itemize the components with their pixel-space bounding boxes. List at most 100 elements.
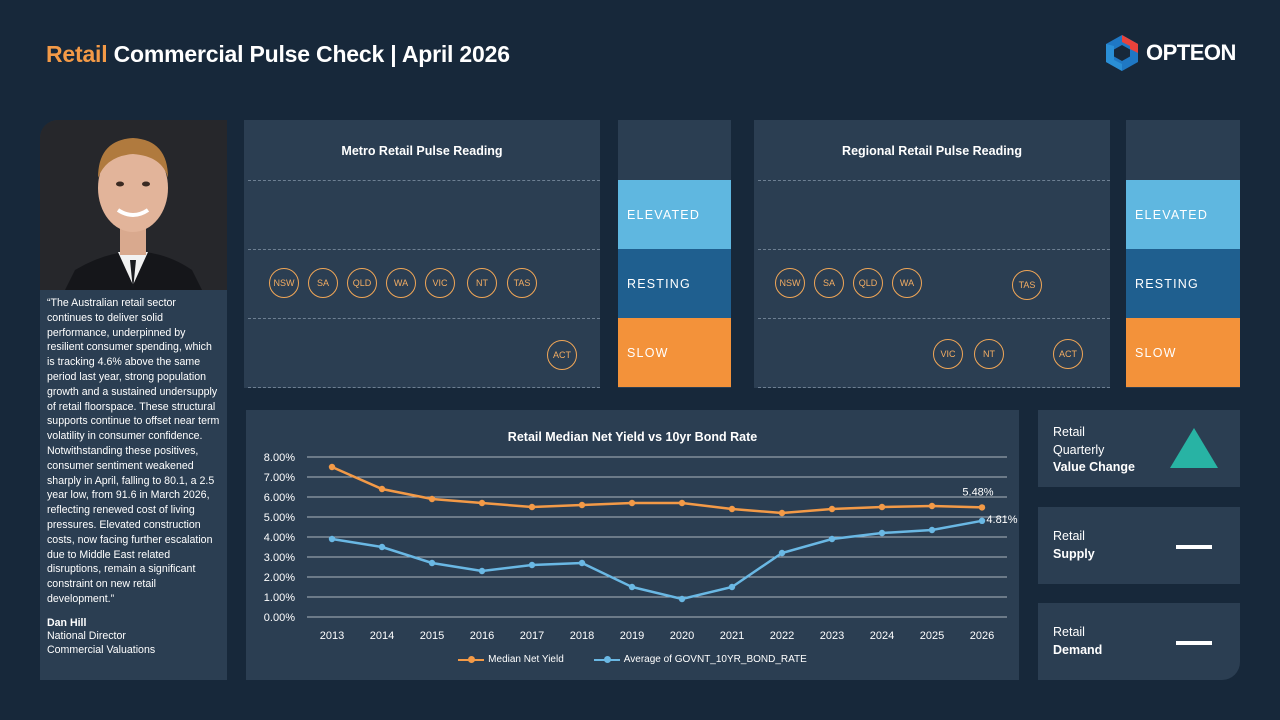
indicator-line: Quarterly <box>1053 442 1105 457</box>
y-tick-label: 1.00% <box>264 592 295 604</box>
legend-item: Median Net Yield <box>458 654 564 665</box>
x-tick-label: 2021 <box>720 630 744 642</box>
data-point <box>878 503 886 511</box>
opteon-hexagon-logo-icon <box>1106 35 1138 71</box>
x-tick-label: 2023 <box>820 630 844 642</box>
x-tick-label: 2016 <box>470 630 494 642</box>
divider <box>248 387 600 388</box>
state-badge-metro-sa: SA <box>308 268 338 298</box>
data-point <box>978 517 986 524</box>
state-badge-metro-vic: VIC <box>425 268 455 298</box>
indicator-line: Retail <box>1053 425 1085 439</box>
data-point <box>578 501 586 509</box>
state-badge-regional-tas: TAS <box>1012 270 1042 300</box>
state-badge-regional-nsw: NSW <box>775 268 805 298</box>
x-tick-label: 2026 <box>970 630 994 642</box>
regional-level-column: ELEVATED RESTING SLOW <box>1126 120 1240 388</box>
data-point <box>928 502 936 510</box>
level-elevated: ELEVATED <box>618 180 731 249</box>
author-name: Dan Hill <box>47 616 87 629</box>
divider <box>248 249 600 250</box>
author-block: Dan Hill National Director Commercial Va… <box>40 607 227 658</box>
divider <box>248 180 600 181</box>
data-point <box>528 561 536 569</box>
legend-label: Median Net Yield <box>488 654 564 665</box>
x-tick-label: 2018 <box>570 630 594 642</box>
state-badge-metro-nsw: NSW <box>269 268 299 298</box>
yield-chart: 0.00% 1.00% 2.00% 3.00% 4.00% 5.00% 6.00% 7.00%… <box>264 452 1018 642</box>
chart-title: Retail Median Net Yield vs 10yr Bond Rat… <box>507 430 758 444</box>
data-point <box>828 505 836 513</box>
y-tick-label: 8.00% <box>264 452 295 464</box>
divider <box>248 318 600 319</box>
y-tick-label: 0.00% <box>264 612 295 624</box>
regional-card-title: Regional Retail Pulse Reading <box>842 144 1022 158</box>
data-point <box>628 583 636 591</box>
x-tick-label: 2019 <box>620 630 644 642</box>
indicator-label: Retail Demand <box>1053 624 1102 659</box>
indicator-demand: Retail Demand <box>1038 603 1240 680</box>
x-tick-label: 2025 <box>920 630 944 642</box>
data-point <box>778 509 786 517</box>
metro-pulse-card: Metro Retail Pulse Reading NSW SA QLD WA… <box>244 120 600 388</box>
x-tick-label: 2022 <box>770 630 794 642</box>
author-role: National Director <box>47 630 126 643</box>
chart-legend: Median Net Yield Average of GOVNT_10YR_B… <box>246 654 1019 665</box>
x-tick-label: 2017 <box>520 630 544 642</box>
y-tick-label: 4.00% <box>264 532 295 544</box>
state-badge-regional-wa: WA <box>892 268 922 298</box>
data-point <box>828 535 836 543</box>
indicator-value-change: Retail Quarterly Value Change <box>1038 410 1240 487</box>
x-tick-label: 2024 <box>870 630 894 642</box>
divider <box>758 249 1110 250</box>
data-point <box>328 535 336 543</box>
series-line-1 <box>331 519 983 601</box>
divider <box>758 318 1110 319</box>
author-dept: Commercial Valuations <box>47 643 156 656</box>
state-badge-metro-tas: TAS <box>507 268 537 298</box>
state-badge-regional-act: ACT <box>1053 339 1083 369</box>
logo-text: OPTEON <box>1146 40 1236 65</box>
data-point <box>978 504 986 511</box>
level-elevated: ELEVATED <box>1126 180 1240 249</box>
data-point <box>428 559 436 567</box>
level-slow: SLOW <box>618 318 731 387</box>
state-badge-metro-nt: NT <box>467 268 497 298</box>
data-point <box>428 495 436 503</box>
divider <box>758 180 1110 181</box>
state-badge-regional-vic: VIC <box>933 339 963 369</box>
series-line-0 <box>331 465 983 515</box>
data-point <box>628 499 636 507</box>
flat-dash-icon <box>1176 545 1212 549</box>
data-point <box>878 529 886 537</box>
title-rest: Commercial Pulse Check | April 2026 <box>107 41 510 67</box>
level-slow: SLOW <box>1126 318 1240 387</box>
data-point <box>528 503 536 511</box>
quote-panel: “The Australian retail sector continues … <box>40 120 227 680</box>
indicator-label: Retail Supply <box>1053 528 1095 563</box>
regional-pulse-card: Regional Retail Pulse Reading NSW SA QLD… <box>754 120 1110 388</box>
state-badge-regional-qld: QLD <box>853 268 883 298</box>
metro-level-column: ELEVATED RESTING SLOW <box>618 120 731 388</box>
metro-card-title: Metro Retail Pulse Reading <box>341 144 503 158</box>
legend-label: Average of GOVNT_10YR_BOND_RATE <box>623 654 807 665</box>
indicator-line: Retail <box>1053 529 1085 543</box>
y-tick-label: 2.00% <box>264 572 295 584</box>
indicator-label: Retail Quarterly Value Change <box>1053 424 1135 477</box>
level-resting: RESTING <box>618 249 731 318</box>
data-point <box>928 526 936 534</box>
data-point <box>578 559 586 567</box>
data-point <box>728 583 736 591</box>
author-photo <box>40 120 227 290</box>
indicator-supply: Retail Supply <box>1038 507 1240 584</box>
state-badge-metro-act: ACT <box>547 340 577 370</box>
indicator-line-bold: Supply <box>1053 546 1095 561</box>
data-point <box>478 499 486 507</box>
state-badge-regional-sa: SA <box>814 268 844 298</box>
y-tick-label: 3.00% <box>264 552 295 564</box>
data-label: 5.48% <box>962 486 993 498</box>
title-accent: Retail <box>46 41 108 67</box>
level-resting: RESTING <box>1126 249 1240 318</box>
data-point <box>678 499 686 507</box>
y-tick-label: 7.00% <box>264 472 295 484</box>
